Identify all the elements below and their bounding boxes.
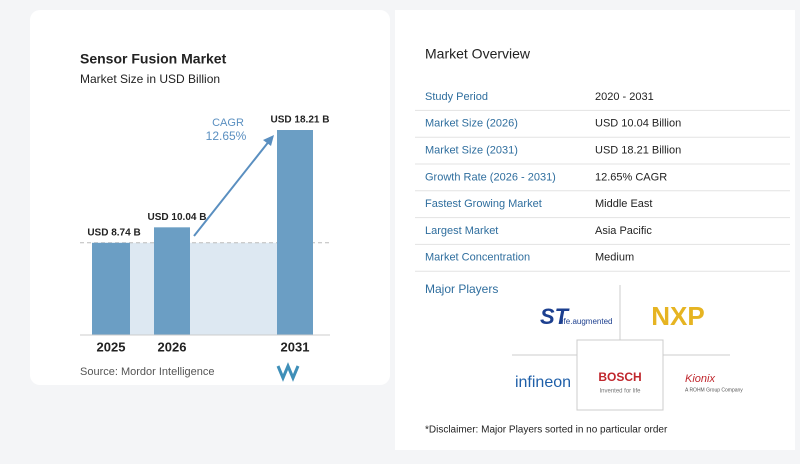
source: Source: Mordor Intelligence bbox=[80, 366, 215, 378]
logo-infineon: infineon bbox=[515, 374, 571, 391]
logo-tagline: A ROHM Group Company bbox=[685, 387, 743, 393]
row-value: USD 10.04 Billion bbox=[595, 118, 681, 130]
logo-tagline: life.augmented bbox=[560, 317, 612, 326]
logo-bosch: BOSCH bbox=[598, 370, 641, 384]
row-label: Growth Rate (2026 - 2031) bbox=[425, 171, 556, 183]
row-value: 12.65% CAGR bbox=[595, 171, 667, 183]
logo-tagline: Invented for life bbox=[599, 389, 641, 395]
value-label: USD 10.04 B bbox=[148, 212, 207, 223]
logo-nxp: NXP bbox=[651, 301, 704, 331]
row-value: Medium bbox=[595, 252, 634, 264]
row-label: Fastest Growing Market bbox=[425, 198, 542, 210]
chart-subtitle: Market Size in USD Billion bbox=[80, 72, 220, 86]
row-value: Asia Pacific bbox=[595, 225, 652, 237]
row-label: Market Concentration bbox=[425, 252, 530, 264]
logo-box bbox=[576, 339, 664, 411]
row-value: USD 18.21 Billion bbox=[595, 145, 681, 157]
value-label: USD 8.74 B bbox=[87, 227, 140, 238]
cagr-value: 12.65% bbox=[206, 129, 247, 143]
row-label: Market Size (2031) bbox=[425, 145, 518, 157]
logo-kionix: Kionix bbox=[685, 373, 715, 385]
cagr-label: CAGR bbox=[212, 117, 244, 129]
base-shade bbox=[130, 242, 277, 335]
row-label: Study Period bbox=[425, 91, 488, 103]
bar bbox=[154, 227, 190, 335]
x-tick-label: 2026 bbox=[158, 339, 187, 354]
value-label: USD 18.21 B bbox=[271, 115, 330, 126]
x-tick-label: 2025 bbox=[97, 339, 126, 354]
cagr-arrow bbox=[193, 139, 271, 237]
bar bbox=[277, 130, 313, 335]
x-tick-label: 2031 bbox=[281, 339, 310, 354]
bar bbox=[92, 242, 130, 335]
logo-st: ST bbox=[540, 304, 570, 329]
players-title: Major Players bbox=[425, 282, 498, 296]
arrow-head bbox=[263, 135, 274, 146]
disclaimer: *Disclaimer: Major Players sorted in no … bbox=[425, 425, 668, 436]
chart-title: Sensor Fusion Market bbox=[80, 51, 227, 67]
source-logo bbox=[276, 362, 300, 382]
overview-title: Market Overview bbox=[425, 46, 531, 62]
row-label: Largest Market bbox=[425, 225, 498, 237]
row-label: Market Size (2026) bbox=[425, 118, 518, 130]
row-value: 2020 - 2031 bbox=[595, 91, 654, 103]
row-value: Middle East bbox=[595, 198, 652, 210]
